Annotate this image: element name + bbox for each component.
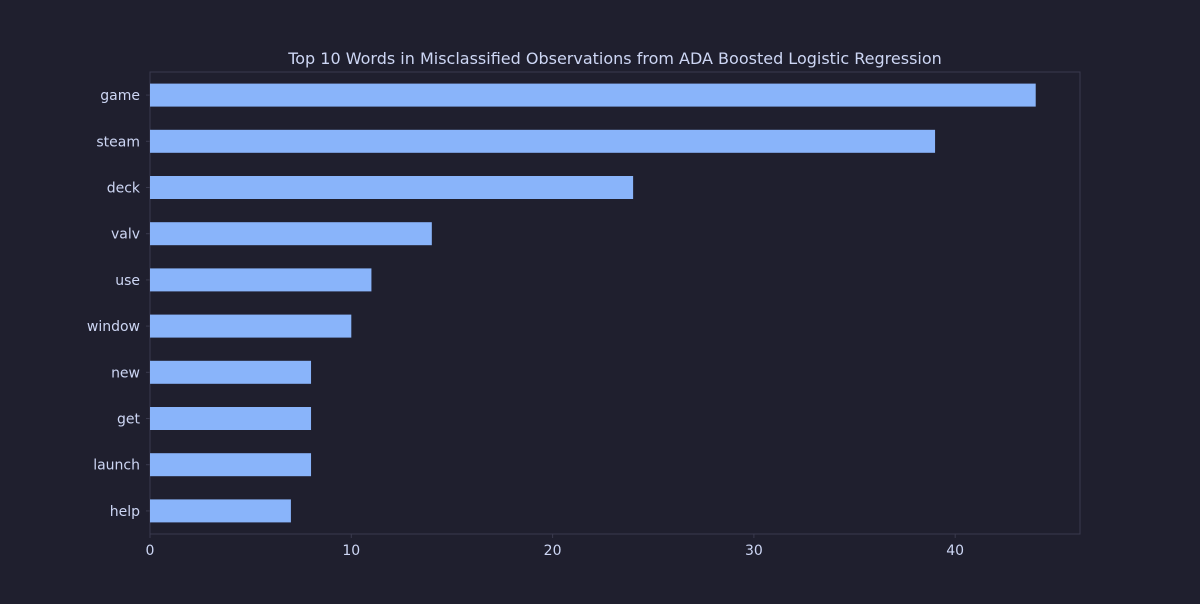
bars-group [150, 83, 1036, 523]
bar-use [150, 268, 372, 292]
chart-title: Top 10 Words in Misclassified Observatio… [287, 49, 942, 68]
bar-window [150, 314, 352, 338]
y-tick-label-help: help [110, 504, 140, 520]
x-tick-label-20: 20 [544, 543, 562, 559]
y-tick-label-get: get [117, 412, 141, 428]
x-axis-ticks: 0 10 20 30 40 [146, 534, 964, 559]
y-tick-label-use: use [115, 273, 140, 289]
bar-launch [150, 453, 312, 477]
bar-game [150, 83, 1036, 107]
bar-get [150, 407, 312, 430]
y-tick-label-launch: launch [93, 458, 140, 474]
y-tick-label-steam: steam [96, 134, 140, 150]
plot-area [149, 71, 1081, 535]
y-tick-label-deck: deck [107, 181, 141, 197]
y-tick-labels: game steam deck valv use window new get launch he… [87, 88, 150, 520]
x-tick-label-10: 10 [342, 543, 360, 559]
y-tick-label-window: window [87, 319, 140, 335]
bar-deck [150, 176, 634, 199]
bar-new [150, 360, 312, 384]
bar-steam [150, 129, 936, 153]
x-tick-label-40: 40 [946, 543, 964, 559]
x-tick-label-30: 30 [745, 543, 763, 559]
bar-valv [150, 222, 432, 246]
bar-help [150, 499, 291, 523]
y-tick-label-new: new [111, 365, 140, 381]
x-tick-label-0: 0 [146, 543, 155, 559]
y-tick-label-valv: valv [111, 227, 140, 243]
y-tick-label-game: game [100, 88, 140, 104]
